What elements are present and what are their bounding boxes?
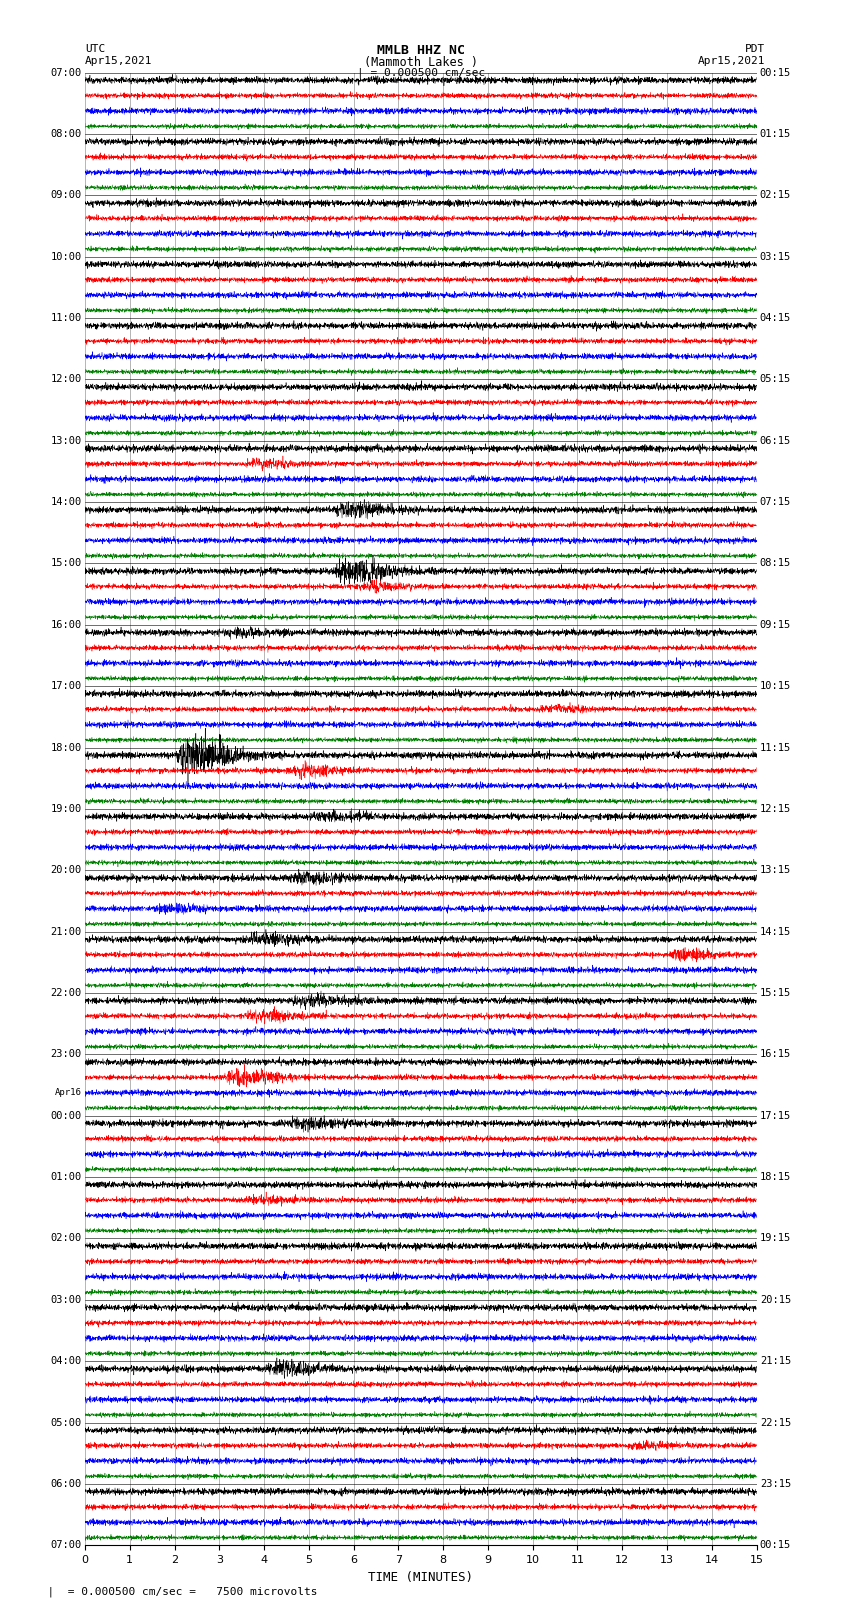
Text: 10:00: 10:00 (50, 252, 82, 261)
Text: 15:00: 15:00 (50, 558, 82, 568)
Text: 02:15: 02:15 (760, 190, 791, 200)
Text: | = 0.000500 cm/sec: | = 0.000500 cm/sec (357, 68, 484, 79)
Text: 00:00: 00:00 (50, 1111, 82, 1121)
Text: 14:00: 14:00 (50, 497, 82, 506)
Text: 06:00: 06:00 (50, 1479, 82, 1489)
X-axis label: TIME (MINUTES): TIME (MINUTES) (368, 1571, 473, 1584)
Text: 18:15: 18:15 (760, 1173, 791, 1182)
Text: 10:15: 10:15 (760, 681, 791, 692)
Text: 18:00: 18:00 (50, 742, 82, 753)
Text: 00:15: 00:15 (760, 1540, 791, 1550)
Text: 13:00: 13:00 (50, 436, 82, 445)
Text: Apr15,2021: Apr15,2021 (85, 56, 152, 66)
Text: Apr16: Apr16 (54, 1089, 82, 1097)
Text: 12:00: 12:00 (50, 374, 82, 384)
Text: 01:15: 01:15 (760, 129, 791, 139)
Text: 09:00: 09:00 (50, 190, 82, 200)
Text: 13:15: 13:15 (760, 865, 791, 876)
Text: 07:00: 07:00 (50, 1540, 82, 1550)
Text: 04:00: 04:00 (50, 1357, 82, 1366)
Text: 23:15: 23:15 (760, 1479, 791, 1489)
Text: 21:00: 21:00 (50, 926, 82, 937)
Text: 17:00: 17:00 (50, 681, 82, 692)
Text: 23:00: 23:00 (50, 1050, 82, 1060)
Text: MMLB HHZ NC: MMLB HHZ NC (377, 44, 465, 56)
Text: 08:00: 08:00 (50, 129, 82, 139)
Text: 14:15: 14:15 (760, 926, 791, 937)
Text: 04:15: 04:15 (760, 313, 791, 323)
Text: 17:15: 17:15 (760, 1111, 791, 1121)
Text: 11:15: 11:15 (760, 742, 791, 753)
Text: 01:00: 01:00 (50, 1173, 82, 1182)
Text: 02:00: 02:00 (50, 1234, 82, 1244)
Text: 22:00: 22:00 (50, 989, 82, 998)
Text: 06:15: 06:15 (760, 436, 791, 445)
Text: 03:15: 03:15 (760, 252, 791, 261)
Text: 05:00: 05:00 (50, 1418, 82, 1428)
Text: 07:00: 07:00 (50, 68, 82, 77)
Text: 00:15: 00:15 (760, 68, 791, 77)
Text: 05:15: 05:15 (760, 374, 791, 384)
Text: PDT: PDT (745, 44, 765, 53)
Text: 16:00: 16:00 (50, 619, 82, 629)
Text: 22:15: 22:15 (760, 1418, 791, 1428)
Text: 20:15: 20:15 (760, 1295, 791, 1305)
Text: 19:15: 19:15 (760, 1234, 791, 1244)
Text: Apr15,2021: Apr15,2021 (698, 56, 765, 66)
Text: UTC: UTC (85, 44, 105, 53)
Text: 11:00: 11:00 (50, 313, 82, 323)
Text: 12:15: 12:15 (760, 803, 791, 815)
Text: 09:15: 09:15 (760, 619, 791, 629)
Text: 20:00: 20:00 (50, 865, 82, 876)
Text: 19:00: 19:00 (50, 803, 82, 815)
Text: 08:15: 08:15 (760, 558, 791, 568)
Text: (Mammoth Lakes ): (Mammoth Lakes ) (364, 56, 478, 69)
Text: 16:15: 16:15 (760, 1050, 791, 1060)
Text: 03:00: 03:00 (50, 1295, 82, 1305)
Text: |  = 0.000500 cm/sec =   7500 microvolts: | = 0.000500 cm/sec = 7500 microvolts (34, 1586, 318, 1597)
Text: 15:15: 15:15 (760, 989, 791, 998)
Text: 07:15: 07:15 (760, 497, 791, 506)
Text: 21:15: 21:15 (760, 1357, 791, 1366)
